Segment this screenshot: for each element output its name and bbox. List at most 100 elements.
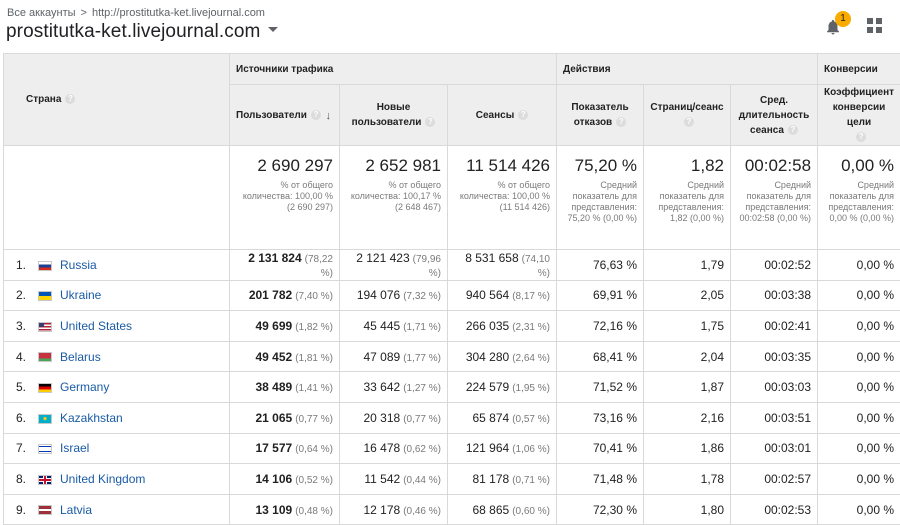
bounce-rate-cell: 69,91 % bbox=[557, 280, 644, 311]
breadcrumb-all-accounts[interactable]: Все аккаунты bbox=[7, 7, 76, 19]
country-link[interactable]: United Kingdom bbox=[60, 472, 145, 486]
breadcrumb-account-url[interactable]: http://prostitutka-ket.livejournal.com bbox=[92, 7, 265, 19]
help-icon[interactable]: ? bbox=[616, 117, 626, 127]
users-header-label: Пользователи bbox=[236, 110, 307, 121]
bounce-rate-column-header[interactable]: Показатель отказов? bbox=[557, 85, 644, 146]
users-cell: 49 699(1,82 %) bbox=[230, 311, 340, 342]
apps-grid-icon[interactable] bbox=[867, 18, 883, 34]
totals-label-cell bbox=[4, 146, 230, 250]
sessions-value: 81 178 bbox=[473, 472, 510, 486]
totals-row: 2 690 297% от общего количества: 100,00 … bbox=[4, 146, 900, 250]
conversion-rate-cell: 0,00 % bbox=[818, 341, 900, 372]
sessions-cell: 8 531 658(74,10 %) bbox=[448, 250, 557, 281]
country-link[interactable]: United States bbox=[60, 319, 132, 333]
new-users-cell: 20 318(0,77 %) bbox=[340, 402, 448, 433]
country-link[interactable]: Russia bbox=[60, 258, 97, 272]
country-header-label: Страна bbox=[26, 94, 61, 105]
latvia-flag-icon bbox=[38, 505, 52, 515]
sessions-percent: (1,06 %) bbox=[512, 444, 550, 455]
users-cell: 17 577(0,64 %) bbox=[230, 433, 340, 464]
sessions-percent: (0,60 %) bbox=[512, 506, 550, 517]
sessions-cell: 81 178(0,71 %) bbox=[448, 464, 557, 495]
total-value: 00:02:58 bbox=[735, 156, 811, 176]
avg-duration-cell: 00:03:35 bbox=[731, 341, 818, 372]
users-value: 38 489 bbox=[256, 380, 293, 394]
users-value: 21 065 bbox=[256, 411, 293, 425]
help-icon[interactable]: ? bbox=[311, 110, 321, 120]
totals-users: 2 690 297% от общего количества: 100,00 … bbox=[230, 146, 340, 250]
country-link[interactable]: Kazakhstan bbox=[60, 411, 123, 425]
conversion-rate-column-header[interactable]: Коэффициент конверсии цели? bbox=[818, 85, 900, 146]
row-index: 4. bbox=[16, 350, 36, 364]
users-column-header[interactable]: Пользователи? ↓ bbox=[230, 85, 340, 146]
sessions-cell: 121 964(1,06 %) bbox=[448, 433, 557, 464]
users-percent: (1,82 %) bbox=[295, 322, 333, 333]
total-note: Средний показатель для представления: 75… bbox=[561, 180, 637, 224]
country-column-header[interactable]: Страна? bbox=[4, 54, 230, 146]
country-cell: 5.Germany bbox=[4, 372, 230, 403]
conversion-rate-cell: 0,00 % bbox=[818, 494, 900, 525]
property-selector[interactable]: prostitutka-ket.livejournal.com bbox=[6, 21, 278, 43]
row-index: 6. bbox=[16, 411, 36, 425]
sessions-cell: 224 579(1,95 %) bbox=[448, 372, 557, 403]
pages-per-session-cell: 1,80 bbox=[644, 494, 731, 525]
sessions-percent: (2,64 %) bbox=[512, 353, 550, 364]
row-index: 3. bbox=[16, 319, 36, 333]
new-users-cell: 2 121 423(79,96 %) bbox=[340, 250, 448, 281]
country-link[interactable]: Israel bbox=[60, 441, 89, 455]
country-link[interactable]: Germany bbox=[60, 380, 109, 394]
new-users-cell: 16 478(0,62 %) bbox=[340, 433, 448, 464]
conversions-group: Конверсии bbox=[818, 54, 900, 85]
country-link[interactable]: Ukraine bbox=[60, 288, 101, 302]
new-users-value: 11 542 bbox=[364, 472, 400, 486]
help-icon[interactable]: ? bbox=[65, 94, 75, 104]
country-link[interactable]: Belarus bbox=[60, 350, 101, 364]
users-value: 17 577 bbox=[256, 441, 293, 455]
sort-down-arrow-icon[interactable]: ↓ bbox=[326, 109, 332, 124]
new-users-value: 33 642 bbox=[364, 380, 401, 394]
new-users-value: 12 178 bbox=[364, 503, 401, 517]
help-icon[interactable]: ? bbox=[425, 117, 435, 127]
total-value: 0,00 % bbox=[822, 156, 894, 176]
users-cell: 13 109(0,48 %) bbox=[230, 494, 340, 525]
help-icon[interactable]: ? bbox=[788, 125, 798, 135]
new-users-percent: (0,44 %) bbox=[403, 475, 441, 486]
breadcrumb: Все аккаунты>http://prostitutka-ket.live… bbox=[7, 7, 265, 19]
new-users-value: 45 445 bbox=[364, 319, 401, 333]
total-value: 11 514 426 bbox=[452, 156, 550, 176]
pages-per-session-cell: 2,16 bbox=[644, 402, 731, 433]
users-percent: (0,48 %) bbox=[295, 506, 333, 517]
users-value: 201 782 bbox=[249, 288, 292, 302]
avg-duration-cell: 00:03:01 bbox=[731, 433, 818, 464]
users-cell: 38 489(1,41 %) bbox=[230, 372, 340, 403]
new-users-value: 16 478 bbox=[364, 441, 401, 455]
users-value: 14 106 bbox=[256, 472, 293, 486]
sessions-column-header[interactable]: Сеансы? bbox=[448, 85, 557, 146]
country-cell: 2.Ukraine bbox=[4, 280, 230, 311]
help-icon[interactable]: ? bbox=[856, 132, 866, 142]
conversion-rate-cell: 0,00 % bbox=[818, 433, 900, 464]
users-percent: (1,41 %) bbox=[295, 383, 333, 394]
avg-duration-cell: 00:03:38 bbox=[731, 280, 818, 311]
actions-group: Действия bbox=[557, 54, 818, 85]
conversion-rate-cell: 0,00 % bbox=[818, 372, 900, 403]
help-icon[interactable]: ? bbox=[518, 110, 528, 120]
new-users-column-header[interactable]: Новые пользователи? bbox=[340, 85, 448, 146]
users-cell: 21 065(0,77 %) bbox=[230, 402, 340, 433]
property-name: prostitutka-ket.livejournal.com bbox=[6, 21, 260, 42]
total-note: Средний показатель для представления: 0,… bbox=[822, 180, 894, 224]
pages-per-session-column-header[interactable]: Страниц/сеанс? bbox=[644, 85, 731, 146]
help-icon[interactable]: ? bbox=[684, 117, 694, 127]
sessions-percent: (1,95 %) bbox=[512, 383, 550, 394]
avg-duration-column-header[interactable]: Сред. длительность сеанса? bbox=[731, 85, 818, 146]
users-cell: 14 106(0,52 %) bbox=[230, 464, 340, 495]
new-users-value: 194 076 bbox=[357, 288, 400, 302]
country-link[interactable]: Latvia bbox=[60, 503, 92, 517]
new-users-percent: (7,32 %) bbox=[403, 291, 441, 302]
users-value: 49 699 bbox=[256, 319, 293, 333]
